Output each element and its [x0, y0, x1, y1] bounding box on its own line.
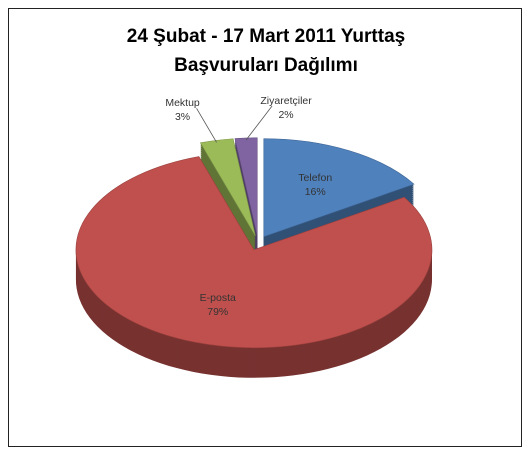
data-label-value: 3% — [175, 111, 190, 123]
data-label-value: 2% — [278, 109, 293, 121]
chart-frame — [8, 8, 522, 447]
leader-line — [245, 105, 273, 141]
data-label-name: Ziyaretçiler — [260, 95, 312, 107]
data-label-value: 16% — [305, 186, 326, 198]
pie-slice — [234, 137, 258, 236]
data-label-name: E-posta — [200, 292, 236, 304]
chart-title: 24 Şubat - 17 Mart 2011 Yurttaş Başvurul… — [126, 26, 406, 76]
pie-slice — [75, 156, 433, 349]
data-label-value: 79% — [207, 306, 228, 318]
pie-slice — [263, 138, 415, 238]
leader-line — [196, 108, 217, 143]
pie-slice — [199, 138, 256, 237]
data-label-name: Mektup — [165, 97, 200, 109]
data-label-name: Telefon — [298, 172, 332, 184]
